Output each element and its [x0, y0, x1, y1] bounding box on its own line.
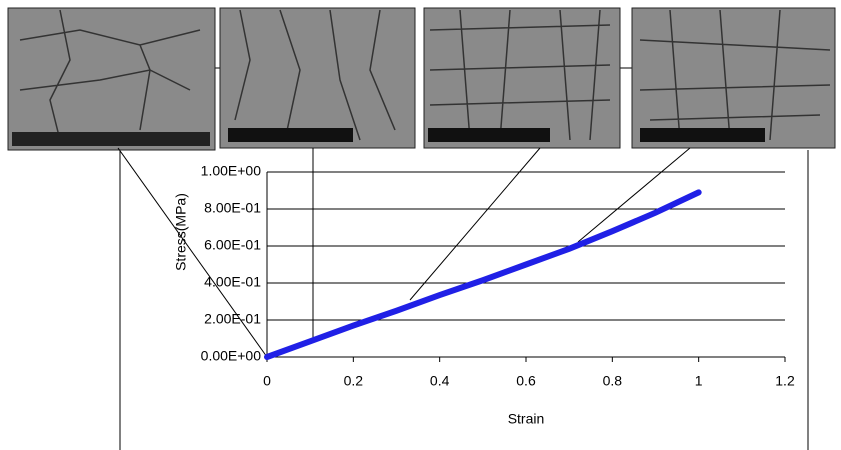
x-tick-label: 0.8 — [603, 373, 623, 389]
x-tick-label: 0.2 — [344, 373, 364, 389]
y-tick-label: 1.00E+00 — [201, 163, 262, 179]
y-tick-label: 6.00E-01 — [204, 237, 261, 253]
y-tick-label: 8.00E-01 — [204, 200, 261, 216]
connectors — [117, 147, 691, 358]
data-line — [264, 189, 702, 360]
x-tick-label: 1 — [695, 373, 703, 389]
y-tick-label: 4.00E-01 — [204, 274, 261, 290]
x-tick-label: 0.4 — [430, 373, 450, 389]
x-tick-label: 0.6 — [516, 373, 536, 389]
x-axis-title: Strain — [508, 411, 545, 427]
x-tick-label: 0 — [263, 373, 271, 389]
y-tick-label: 2.00E-01 — [204, 311, 261, 327]
frame — [119, 67, 809, 450]
sem-images — [7, 7, 836, 151]
x-tick-label: 1.2 — [775, 373, 795, 389]
y-axis-title: Stress(MPa) — [173, 193, 189, 271]
y-tick-label: 0.00E+00 — [201, 348, 262, 364]
